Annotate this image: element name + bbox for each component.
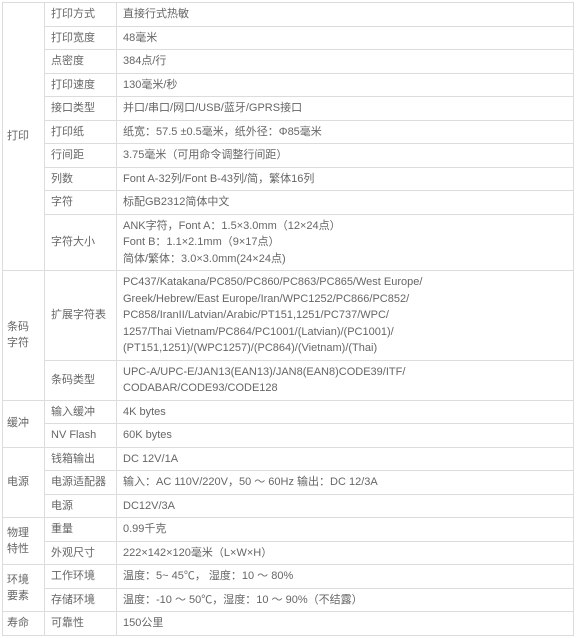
param-cell: 条码类型 — [45, 360, 117, 400]
param-cell: 打印方式 — [45, 3, 117, 27]
spec-row: 打印打印方式直接行式热敏 — [3, 3, 574, 27]
spec-row: 外观尺寸222×142×120毫米（L×W×H） — [3, 541, 574, 565]
category-cell: 条码字符 — [3, 271, 45, 401]
category-cell: 寿命 — [3, 612, 45, 636]
spec-row: 点密度384点/行 — [3, 50, 574, 74]
spec-row: 字符大小ANK字符，Font A：1.5×3.0mm（12×24点） Font … — [3, 214, 574, 271]
category-cell: 物理特性 — [3, 518, 45, 565]
param-cell: 字符 — [45, 191, 117, 215]
param-cell: 打印宽度 — [45, 26, 117, 50]
value-cell: 纸宽：57.5 ±0.5毫米，纸外径：Φ85毫米 — [117, 120, 574, 144]
value-cell: 3.75毫米（可用命令调整行间距） — [117, 144, 574, 168]
spec-row: 打印纸纸宽：57.5 ±0.5毫米，纸外径：Φ85毫米 — [3, 120, 574, 144]
param-cell: 电源适配器 — [45, 471, 117, 495]
value-cell: 130毫米/秒 — [117, 73, 574, 97]
spec-row: 物理特性重量0.99千克 — [3, 518, 574, 542]
value-cell: 直接行式热敏 — [117, 3, 574, 27]
spec-row: 接口类型并口/串口/网口/USB/蓝牙/GPRS接口 — [3, 97, 574, 121]
spec-row: 列数Font A-32列/Font B-43列/简，繁体16列 — [3, 167, 574, 191]
value-cell: Font A-32列/Font B-43列/简，繁体16列 — [117, 167, 574, 191]
value-cell: UPC-A/UPC-E/JAN13(EAN13)/JAN8(EAN8)CODE3… — [117, 360, 574, 400]
value-cell: 标配GB2312简体中文 — [117, 191, 574, 215]
spec-row: 条码字符扩展字符表PC437/Katakana/PC850/PC860/PC86… — [3, 271, 574, 361]
param-cell: 电源 — [45, 494, 117, 518]
value-cell: ANK字符，Font A：1.5×3.0mm（12×24点） Font B：1.… — [117, 214, 574, 271]
param-cell: 打印速度 — [45, 73, 117, 97]
param-cell: 重量 — [45, 518, 117, 542]
spec-row: NV Flash60K bytes — [3, 424, 574, 448]
param-cell: 字符大小 — [45, 214, 117, 271]
spec-row: 电源适配器输入：AC 110V/220V，50 ～ 60Hz 输出：DC 12/… — [3, 471, 574, 495]
value-cell: 60K bytes — [117, 424, 574, 448]
value-cell: 温度：-10 ～ 50℃，湿度：10 ～ 90%（不结露） — [117, 588, 574, 612]
spec-table: 打印打印方式直接行式热敏打印宽度48毫米点密度384点/行打印速度130毫米/秒… — [2, 2, 574, 636]
value-cell: 48毫米 — [117, 26, 574, 50]
value-cell: DC 12V/1A — [117, 447, 574, 471]
param-cell: 行间距 — [45, 144, 117, 168]
value-cell: 222×142×120毫米（L×W×H） — [117, 541, 574, 565]
value-cell: 并口/串口/网口/USB/蓝牙/GPRS接口 — [117, 97, 574, 121]
value-cell: DC12V/3A — [117, 494, 574, 518]
category-cell: 电源 — [3, 447, 45, 518]
value-cell: 4K bytes — [117, 400, 574, 424]
param-cell: 钱箱输出 — [45, 447, 117, 471]
spec-row: 电源钱箱输出DC 12V/1A — [3, 447, 574, 471]
spec-row: 打印宽度48毫米 — [3, 26, 574, 50]
spec-row: 行间距3.75毫米（可用命令调整行间距） — [3, 144, 574, 168]
param-cell: 输入缓冲 — [45, 400, 117, 424]
spec-row: 电源DC12V/3A — [3, 494, 574, 518]
category-cell: 打印 — [3, 3, 45, 271]
category-cell: 缓冲 — [3, 400, 45, 447]
param-cell: NV Flash — [45, 424, 117, 448]
param-cell: 点密度 — [45, 50, 117, 74]
value-cell: PC437/Katakana/PC850/PC860/PC863/PC865/W… — [117, 271, 574, 361]
spec-row: 条码类型UPC-A/UPC-E/JAN13(EAN13)/JAN8(EAN8)C… — [3, 360, 574, 400]
param-cell: 工作环境 — [45, 565, 117, 589]
param-cell: 可靠性 — [45, 612, 117, 636]
value-cell: 温度：5~ 45℃， 湿度：10 ～ 80% — [117, 565, 574, 589]
spec-row: 环境要素工作环境温度：5~ 45℃， 湿度：10 ～ 80% — [3, 565, 574, 589]
param-cell: 列数 — [45, 167, 117, 191]
param-cell: 扩展字符表 — [45, 271, 117, 361]
spec-row: 字符标配GB2312简体中文 — [3, 191, 574, 215]
value-cell: 0.99千克 — [117, 518, 574, 542]
spec-row: 存储环境温度：-10 ～ 50℃，湿度：10 ～ 90%（不结露） — [3, 588, 574, 612]
value-cell: 384点/行 — [117, 50, 574, 74]
param-cell: 接口类型 — [45, 97, 117, 121]
param-cell: 打印纸 — [45, 120, 117, 144]
spec-row: 打印速度130毫米/秒 — [3, 73, 574, 97]
value-cell: 150公里 — [117, 612, 574, 636]
spec-row: 缓冲输入缓冲4K bytes — [3, 400, 574, 424]
param-cell: 存储环境 — [45, 588, 117, 612]
value-cell: 输入：AC 110V/220V，50 ～ 60Hz 输出：DC 12/3A — [117, 471, 574, 495]
param-cell: 外观尺寸 — [45, 541, 117, 565]
category-cell: 环境要素 — [3, 565, 45, 612]
spec-row: 寿命可靠性150公里 — [3, 612, 574, 636]
